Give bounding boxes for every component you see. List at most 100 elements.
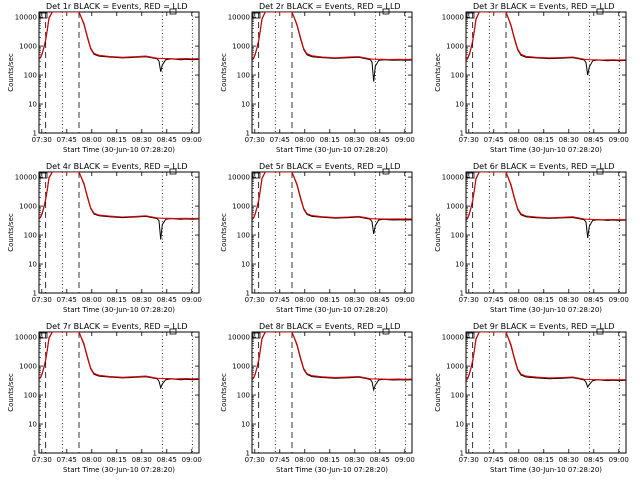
y-tick-label: 1	[246, 450, 250, 458]
x-tick-label: 07:45	[484, 296, 504, 304]
plot-frame	[251, 171, 413, 294]
x-tick-label: 08:00	[82, 456, 102, 464]
y-tick-label: 1	[33, 450, 37, 458]
events-series-line	[252, 332, 412, 392]
y-tick-label: 10000	[15, 14, 37, 22]
x-tick-label: 07:45	[57, 136, 77, 144]
lld-series-line	[466, 172, 626, 221]
x-axis-label: Start Time (30-Jun-10 07:28:20)	[490, 306, 602, 314]
chart-title: Det 6r BLACK = Events, RED = LLD	[473, 162, 615, 171]
y-tick-label: 10	[241, 421, 250, 429]
x-tick-label: 08:15	[107, 296, 127, 304]
x-tick-label: 08:15	[534, 456, 554, 464]
legend-marker	[39, 12, 48, 19]
y-tick-label: 10000	[15, 334, 37, 342]
y-tick-label: 10	[28, 261, 37, 269]
x-tick-label: 07:45	[484, 136, 504, 144]
y-tick-label: 1	[33, 290, 37, 298]
chart-title: Det 2r BLACK = Events, RED = LLD	[259, 2, 401, 11]
plot-frame	[38, 171, 200, 294]
x-tick-label: 08:15	[107, 456, 127, 464]
y-tick-label: 1000	[19, 203, 37, 211]
x-tick-label: 08:30	[559, 136, 579, 144]
y-tick-label: 100	[451, 392, 464, 400]
det-3r-panel: Det 3r BLACK = Events, RED = LLD 1 10 100 10…	[427, 0, 640, 160]
x-tick-label: 08:15	[320, 296, 340, 304]
x-tick-label: 09:00	[609, 296, 629, 304]
x-tick-label: 08:00	[509, 296, 529, 304]
x-tick-label: 07:30	[459, 136, 479, 144]
det-4r-chart: Det 4r BLACK = Events, RED = LLD 1 10 100 10…	[7, 162, 202, 314]
x-tick-label: 08:00	[295, 136, 315, 144]
plot-frame	[465, 331, 627, 454]
y-tick-label: 100	[451, 232, 464, 240]
x-tick-label: 08:00	[82, 296, 102, 304]
det-7r-panel: Det 7r BLACK = Events, RED = LLD 1 10 100 10…	[0, 320, 213, 480]
x-tick-label: 07:45	[57, 456, 77, 464]
legend-marker	[252, 332, 261, 339]
x-axis-label: Start Time (30-Jun-10 07:28:20)	[490, 466, 602, 474]
x-tick-label: 07:45	[270, 456, 290, 464]
x-tick-label: 08:30	[132, 296, 152, 304]
legend-marker	[252, 172, 261, 179]
x-tick-label: 07:45	[57, 296, 77, 304]
y-tick-label: 10	[28, 421, 37, 429]
y-tick-label: 10	[455, 421, 464, 429]
chart-title: Det 4r BLACK = Events, RED = LLD	[46, 162, 188, 171]
det-6r-panel: Det 6r BLACK = Events, RED = LLD 1 10 100 10…	[427, 160, 640, 320]
det-2r-panel: Det 2r BLACK = Events, RED = LLD 1 10 100 10…	[213, 0, 426, 160]
x-tick-label: 08:30	[559, 296, 579, 304]
x-tick-label: 09:00	[609, 136, 629, 144]
y-tick-label: 10	[455, 261, 464, 269]
x-tick-label: 07:30	[32, 136, 52, 144]
x-tick-label: 09:00	[395, 136, 415, 144]
y-tick-label: 10000	[442, 334, 464, 342]
x-tick-label: 08:45	[157, 296, 177, 304]
y-axis-label: Counts/sec	[7, 373, 15, 412]
x-tick-label: 09:00	[182, 456, 202, 464]
x-tick-label: 07:30	[245, 456, 265, 464]
events-series-line	[466, 332, 626, 389]
x-tick-label: 08:00	[82, 136, 102, 144]
det-8r-chart: Det 8r BLACK = Events, RED = LLD 1 10 100 10…	[220, 322, 415, 474]
x-tick-label: 08:45	[370, 456, 390, 464]
x-tick-label: 08:15	[107, 136, 127, 144]
x-tick-label: 08:45	[584, 456, 604, 464]
det-7r-chart: Det 7r BLACK = Events, RED = LLD 1 10 100 10…	[7, 322, 202, 474]
x-tick-label: 08:30	[345, 456, 365, 464]
x-tick-label: 08:15	[534, 296, 554, 304]
y-tick-label: 10	[28, 101, 37, 109]
chart-title: Det 9r BLACK = Events, RED = LLD	[473, 322, 615, 331]
x-tick-label: 09:00	[182, 296, 202, 304]
x-tick-label: 07:30	[245, 296, 265, 304]
y-tick-label: 10	[241, 101, 250, 109]
chart-title: Det 5r BLACK = Events, RED = LLD	[259, 162, 401, 171]
legend-marker	[252, 12, 261, 19]
y-tick-label: 1000	[446, 43, 464, 51]
events-series-line	[252, 12, 412, 82]
det-5r-chart: Det 5r BLACK = Events, RED = LLD 1 10 100 10…	[220, 162, 415, 314]
x-tick-label: 09:00	[395, 456, 415, 464]
x-tick-label: 08:45	[584, 296, 604, 304]
x-tick-label: 07:45	[270, 296, 290, 304]
legend-marker	[596, 328, 604, 335]
y-tick-label: 1000	[232, 43, 250, 51]
lld-series-line	[39, 12, 199, 60]
x-tick-label: 08:45	[370, 296, 390, 304]
y-axis-label: Counts/sec	[434, 53, 442, 92]
legend-marker	[382, 168, 390, 175]
legend-marker	[39, 172, 48, 179]
x-tick-label: 08:00	[295, 456, 315, 464]
lld-series-line	[39, 332, 199, 380]
y-axis-label: Counts/sec	[434, 373, 442, 412]
legend-marker	[466, 172, 475, 179]
x-axis-label: Start Time (30-Jun-10 07:28:20)	[490, 146, 602, 154]
legend-marker	[169, 8, 177, 15]
x-tick-label: 08:15	[320, 136, 340, 144]
legend-marker	[169, 328, 177, 335]
events-series-line	[466, 12, 626, 76]
y-axis-label: Counts/sec	[434, 213, 442, 252]
x-tick-label: 08:45	[584, 136, 604, 144]
x-tick-label: 08:00	[509, 456, 529, 464]
